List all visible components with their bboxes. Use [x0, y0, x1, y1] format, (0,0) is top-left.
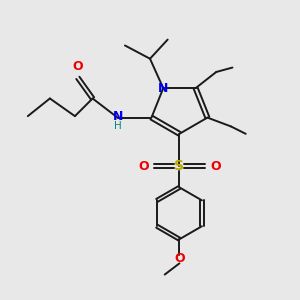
Text: O: O [72, 60, 83, 74]
Text: S: S [174, 159, 184, 173]
Text: O: O [138, 160, 149, 173]
Text: N: N [112, 110, 123, 123]
Text: N: N [158, 82, 168, 95]
Text: O: O [174, 252, 185, 266]
Text: H: H [114, 121, 122, 131]
Text: O: O [210, 160, 221, 173]
